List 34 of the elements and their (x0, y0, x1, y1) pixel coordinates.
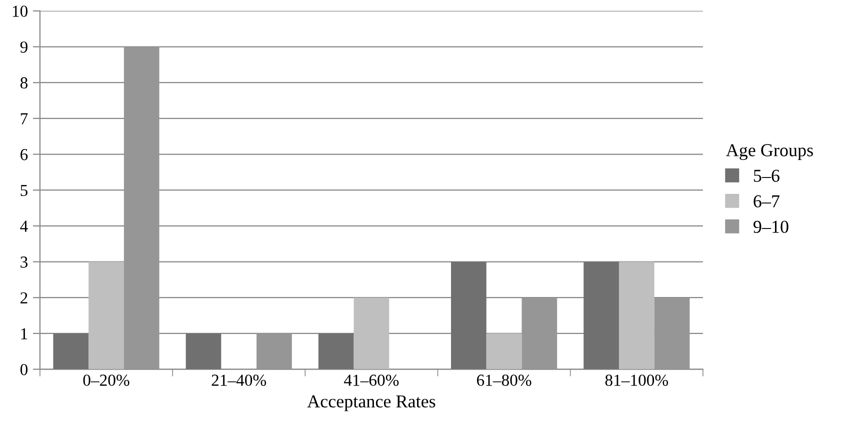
x-axis-title: Acceptance Rates (307, 395, 436, 412)
x-tick-label: 61–80% (476, 374, 532, 386)
bar (186, 333, 222, 370)
bar (53, 333, 89, 370)
y-tick-label: 4 (20, 220, 28, 232)
x-tick-label: 41–60% (344, 374, 399, 386)
x-tick-label: 0–20% (83, 374, 130, 386)
y-tick-label: 6 (20, 149, 28, 160)
x-tick-label: 21–40% (212, 374, 266, 386)
bar (654, 298, 690, 370)
y-tick-label: 3 (20, 256, 28, 268)
bar (618, 262, 654, 370)
bar (486, 333, 522, 370)
bar (318, 333, 354, 370)
y-tick-label: 2 (20, 292, 28, 304)
bar (522, 298, 558, 370)
bar (124, 46, 160, 370)
legend-label: 6–7 (754, 195, 780, 208)
y-tick-label: 1 (21, 328, 28, 340)
y-tick-label: 0 (20, 364, 28, 376)
bar (451, 262, 486, 370)
y-tick-label: 10 (12, 6, 28, 17)
bar (88, 262, 124, 370)
legend-label: 5–6 (754, 170, 780, 182)
bar (584, 262, 619, 370)
x-tick-label: 81–100% (605, 374, 668, 386)
legend-title: Age Groups (726, 144, 813, 160)
legend-label: 9–10 (753, 220, 788, 233)
y-tick-label: 8 (20, 77, 28, 89)
bar (256, 333, 292, 370)
y-tick-label: 7 (20, 113, 28, 124)
bar (354, 298, 390, 370)
y-tick-label: 9 (20, 42, 28, 53)
y-tick-label: 5 (20, 184, 28, 196)
